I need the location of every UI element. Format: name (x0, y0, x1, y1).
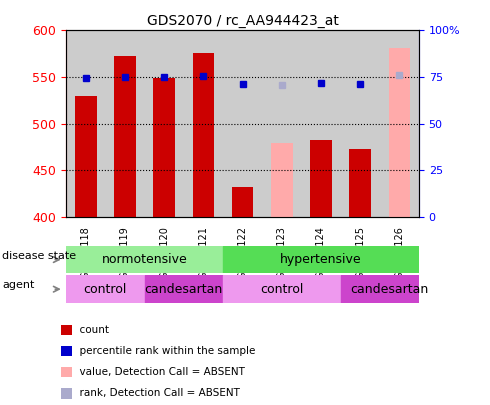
Text: candesartan: candesartan (350, 283, 429, 296)
Bar (105, 30, 145, 217)
FancyBboxPatch shape (61, 367, 72, 377)
FancyBboxPatch shape (61, 388, 72, 399)
Text: value, Detection Call = ABSENT: value, Detection Call = ABSENT (73, 367, 245, 377)
Text: hypertensive: hypertensive (280, 253, 362, 266)
Text: normotensive: normotensive (102, 253, 187, 266)
Bar (301, 30, 341, 217)
Bar (66, 275, 145, 303)
Bar (145, 30, 184, 217)
Text: count: count (73, 325, 109, 335)
Bar (145, 275, 223, 303)
Text: control: control (84, 283, 127, 296)
Bar (271, 143, 293, 217)
Bar (184, 30, 223, 217)
Bar (153, 78, 175, 217)
Text: rank, Detection Call = ABSENT: rank, Detection Call = ABSENT (73, 388, 240, 398)
Bar (114, 55, 136, 217)
Bar (232, 187, 253, 217)
Bar (223, 30, 262, 217)
Bar (223, 275, 341, 303)
Bar (349, 149, 371, 217)
Bar (66, 246, 223, 273)
Text: agent: agent (2, 280, 35, 290)
Text: disease state: disease state (2, 251, 76, 260)
Bar (310, 140, 332, 217)
Bar (193, 53, 214, 217)
Bar (341, 275, 419, 303)
Title: GDS2070 / rc_AA944423_at: GDS2070 / rc_AA944423_at (147, 14, 339, 28)
FancyBboxPatch shape (61, 325, 72, 335)
Bar (389, 48, 410, 217)
Text: percentile rank within the sample: percentile rank within the sample (73, 346, 255, 356)
Bar (66, 30, 105, 217)
Text: control: control (260, 283, 303, 296)
Bar (262, 30, 301, 217)
Text: candesartan: candesartan (145, 283, 223, 296)
Bar (75, 96, 97, 217)
Bar (341, 30, 380, 217)
Bar (223, 246, 419, 273)
FancyBboxPatch shape (61, 346, 72, 356)
Bar (380, 30, 419, 217)
